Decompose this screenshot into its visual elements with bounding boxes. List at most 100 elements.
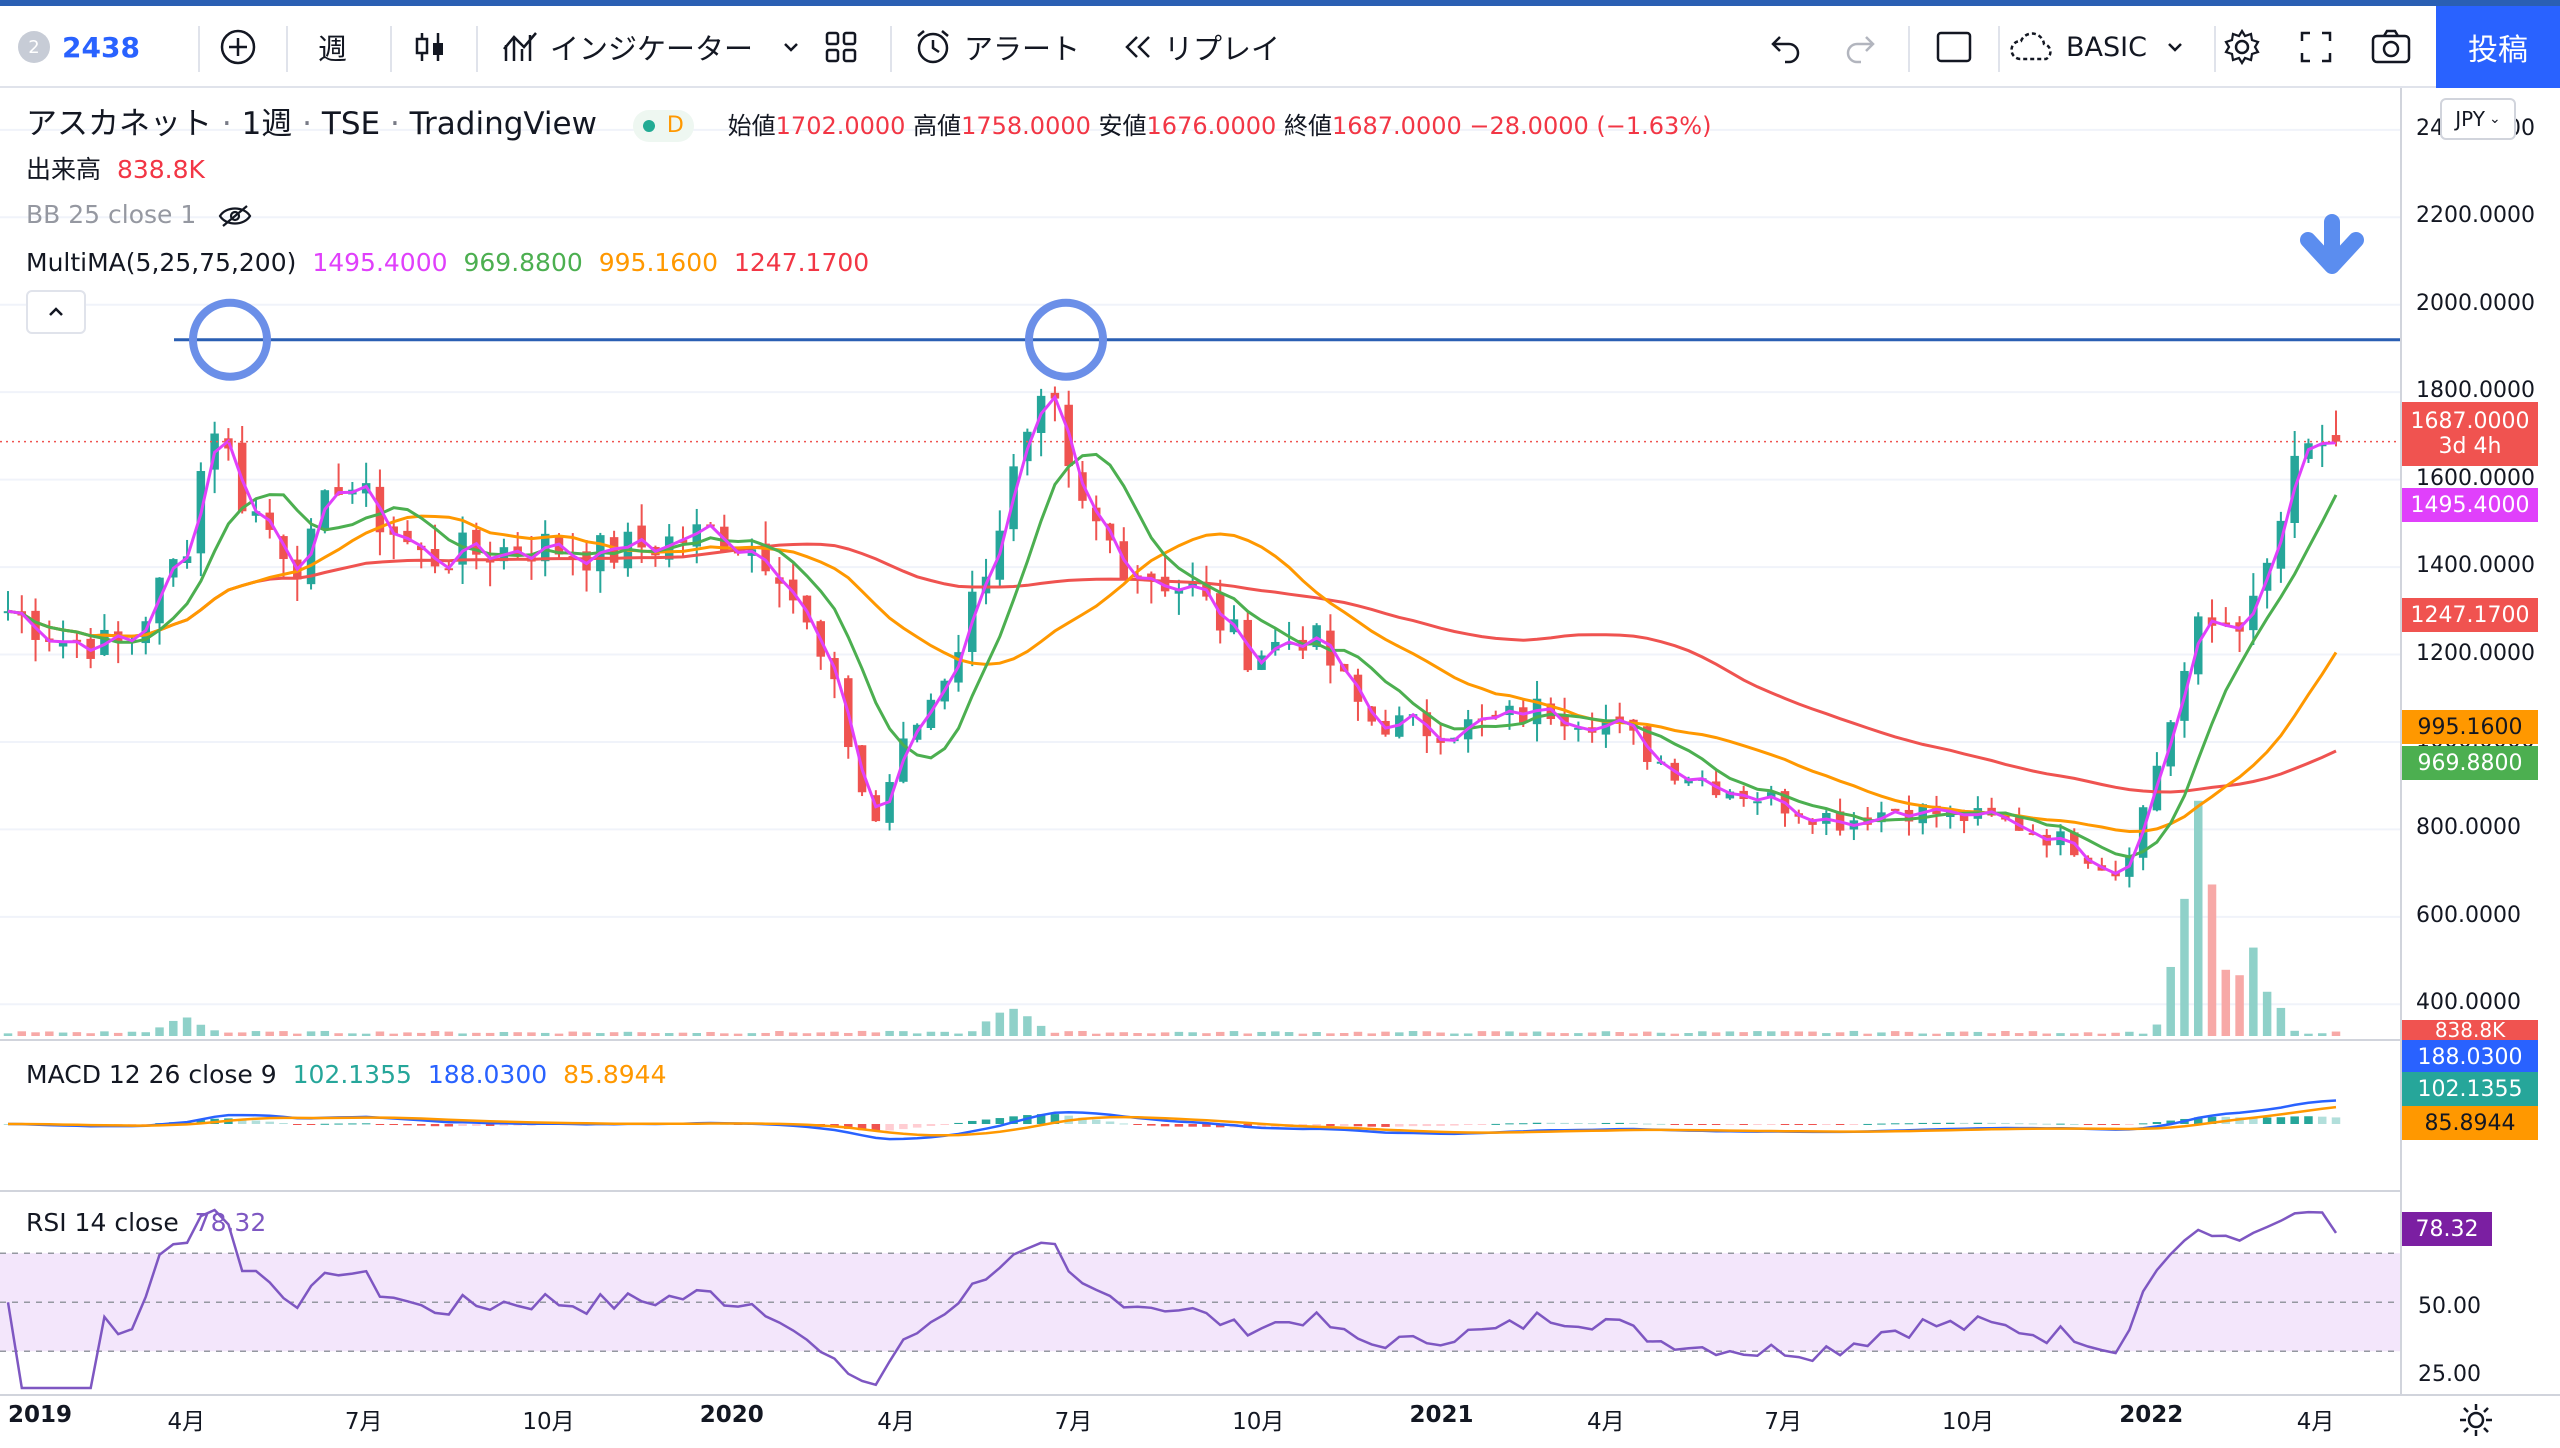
interval-button[interactable]: 週 <box>318 32 348 66</box>
grid-icon <box>825 31 857 63</box>
volume-bar <box>802 1033 812 1036</box>
volume-bar <box>1257 1031 1266 1036</box>
layout-select-button[interactable] <box>1934 6 1974 88</box>
publish-button[interactable]: 投稿 <box>2436 6 2560 88</box>
volume-bar <box>1339 1032 1349 1036</box>
volume-bar <box>1091 1033 1101 1036</box>
volume-bar <box>1147 1033 1156 1036</box>
macd-histogram-bar <box>389 1124 398 1125</box>
volume-bar <box>995 1012 1005 1036</box>
macd-histogram-bar <box>1326 1124 1335 1126</box>
candle-body <box>306 528 316 585</box>
templates-button[interactable] <box>822 6 860 88</box>
volume-bar <box>1739 1032 1748 1036</box>
volume-bar <box>733 1033 743 1036</box>
macd-histogram-bar <box>981 1119 991 1124</box>
volume-bar <box>1849 1030 1859 1036</box>
volume-bar <box>58 1032 68 1036</box>
volume-bar <box>1932 1033 1941 1036</box>
macd-histogram-bar <box>1505 1123 1514 1125</box>
volume-bar <box>554 1033 564 1036</box>
currency-select[interactable]: JPY ⌄ <box>2440 98 2516 140</box>
volume-bar <box>1271 1031 1280 1036</box>
chevron-down-icon[interactable] <box>779 35 803 59</box>
macd-histogram-bar <box>1091 1119 1101 1124</box>
volume-bar <box>306 1031 316 1036</box>
volume-bar <box>265 1031 274 1036</box>
chart-type-button[interactable] <box>410 6 450 88</box>
macd-histogram-bar <box>1587 1123 1597 1125</box>
volume-bar <box>72 1032 82 1036</box>
redo-button[interactable] <box>1842 6 1878 88</box>
save-layout-button[interactable]: BASIC <box>2008 6 2187 88</box>
market-status-badge[interactable]: D <box>632 109 694 142</box>
settings-button[interactable] <box>2222 6 2262 88</box>
volume-bar <box>2001 1031 2010 1036</box>
macd-histogram-bar <box>2097 1124 2107 1125</box>
macd-histogram-bar <box>1408 1124 1418 1127</box>
symbol-badge-icon: 2 <box>18 31 50 63</box>
macd-histogram-bar <box>1808 1124 1817 1125</box>
macd-legend: MACD 12 26 close 9 102.1355 188.0300 85.… <box>26 1060 667 1089</box>
volume-bar <box>1202 1033 1211 1036</box>
screenshot-button[interactable] <box>2370 6 2412 88</box>
candle-body <box>2331 435 2341 442</box>
macd-histogram-bar <box>306 1124 316 1125</box>
chevron-down-icon[interactable] <box>2163 35 2187 59</box>
macd-hist-value: 102.1355 <box>292 1060 412 1089</box>
collapse-legend-button[interactable] <box>26 290 86 334</box>
rsi-line <box>6 1208 2338 1390</box>
macd-histogram-bar <box>2249 1117 2258 1124</box>
price-tick: 2200.0000 <box>2416 203 2535 229</box>
time-tick: 10月 <box>1232 1409 1285 1435</box>
macd-histogram-bar <box>1078 1117 1087 1124</box>
chart-canvas[interactable] <box>0 88 2400 1394</box>
eye-crossed-icon[interactable] <box>218 203 252 229</box>
currency-label: JPY <box>2455 107 2485 131</box>
macd-histogram-bar <box>2001 1122 2010 1124</box>
macd-pane-border[interactable] <box>0 1039 2400 1041</box>
candle-body <box>1574 727 1583 730</box>
candle-body <box>31 610 40 640</box>
market-status-dot-icon <box>642 119 655 132</box>
volume-bar <box>747 1033 757 1036</box>
volume-bar <box>871 1032 881 1036</box>
candle-body <box>100 629 109 655</box>
layout-name: BASIC <box>2066 31 2147 63</box>
volume-bar <box>1684 1032 1693 1036</box>
undo-button[interactable] <box>1768 6 1804 88</box>
time-axis[interactable] <box>0 1394 2560 1448</box>
macd-histogram-bar <box>1519 1123 1528 1125</box>
volume-bar <box>527 1032 536 1036</box>
macd-histogram-bar <box>2111 1124 2120 1125</box>
add-symbol-button[interactable] <box>218 6 258 88</box>
volume-bar <box>2207 884 2217 1036</box>
fullscreen-button[interactable] <box>2298 6 2334 88</box>
volume-bar <box>279 1031 288 1036</box>
volume-bar <box>2014 1033 2024 1036</box>
volume-bar <box>1808 1031 1817 1036</box>
symbol-search[interactable]: 2 2438 <box>18 6 140 88</box>
rsi-pane-border[interactable] <box>0 1190 2400 1192</box>
time-tick: 4月 <box>2296 1409 2335 1435</box>
candle-body <box>1766 792 1776 798</box>
macd-signal-line <box>8 1105 2337 1137</box>
indicators-button[interactable]: インジケーター <box>500 6 803 88</box>
replay-button[interactable]: リプレイ <box>1120 6 1280 88</box>
volume-bar <box>596 1033 605 1036</box>
ma75-value: 995.1600 <box>598 248 719 277</box>
volume-bar <box>940 1031 949 1036</box>
settings-sun-icon[interactable] <box>2458 1402 2494 1438</box>
macd-histogram-bar <box>2235 1117 2244 1124</box>
volume-bar <box>1835 1032 1845 1036</box>
macd-histogram-bar <box>2262 1117 2272 1124</box>
macd-histogram-bar <box>1477 1124 1487 1125</box>
macd-histogram-bar <box>1753 1124 1762 1125</box>
volume-bar <box>1243 1033 1253 1036</box>
alert-button[interactable]: アラート <box>912 6 1080 88</box>
volume-bar <box>1298 1033 1308 1036</box>
volume-bar <box>1174 1031 1184 1036</box>
macd-signal-box: 85.8944 <box>2402 1106 2538 1140</box>
macd-histogram-bar <box>1491 1123 1500 1125</box>
volume-bar <box>1794 1031 1804 1036</box>
